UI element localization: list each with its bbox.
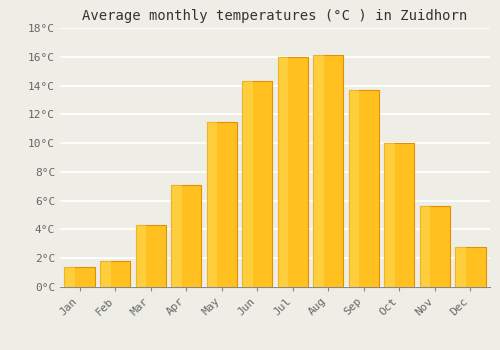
Bar [313,55,344,287]
Title: Average monthly temperatures (°C ) in Zuidhorn: Average monthly temperatures (°C ) in Zu… [82,9,468,23]
Bar [456,247,466,287]
Bar [171,185,181,287]
Bar [171,185,202,287]
Bar [100,261,130,287]
Bar [100,261,110,287]
Bar [136,225,146,287]
Bar [278,57,308,287]
Bar [348,90,379,287]
Bar [456,247,486,287]
Bar [420,206,450,287]
Bar [64,267,94,287]
Bar [206,121,217,287]
Bar [384,143,395,287]
Bar [206,121,237,287]
Bar [384,143,414,287]
Bar [136,225,166,287]
Bar [348,90,360,287]
Bar [64,267,75,287]
Bar [242,81,272,287]
Bar [242,81,252,287]
Bar [278,57,288,287]
Bar [313,55,324,287]
Bar [420,206,430,287]
